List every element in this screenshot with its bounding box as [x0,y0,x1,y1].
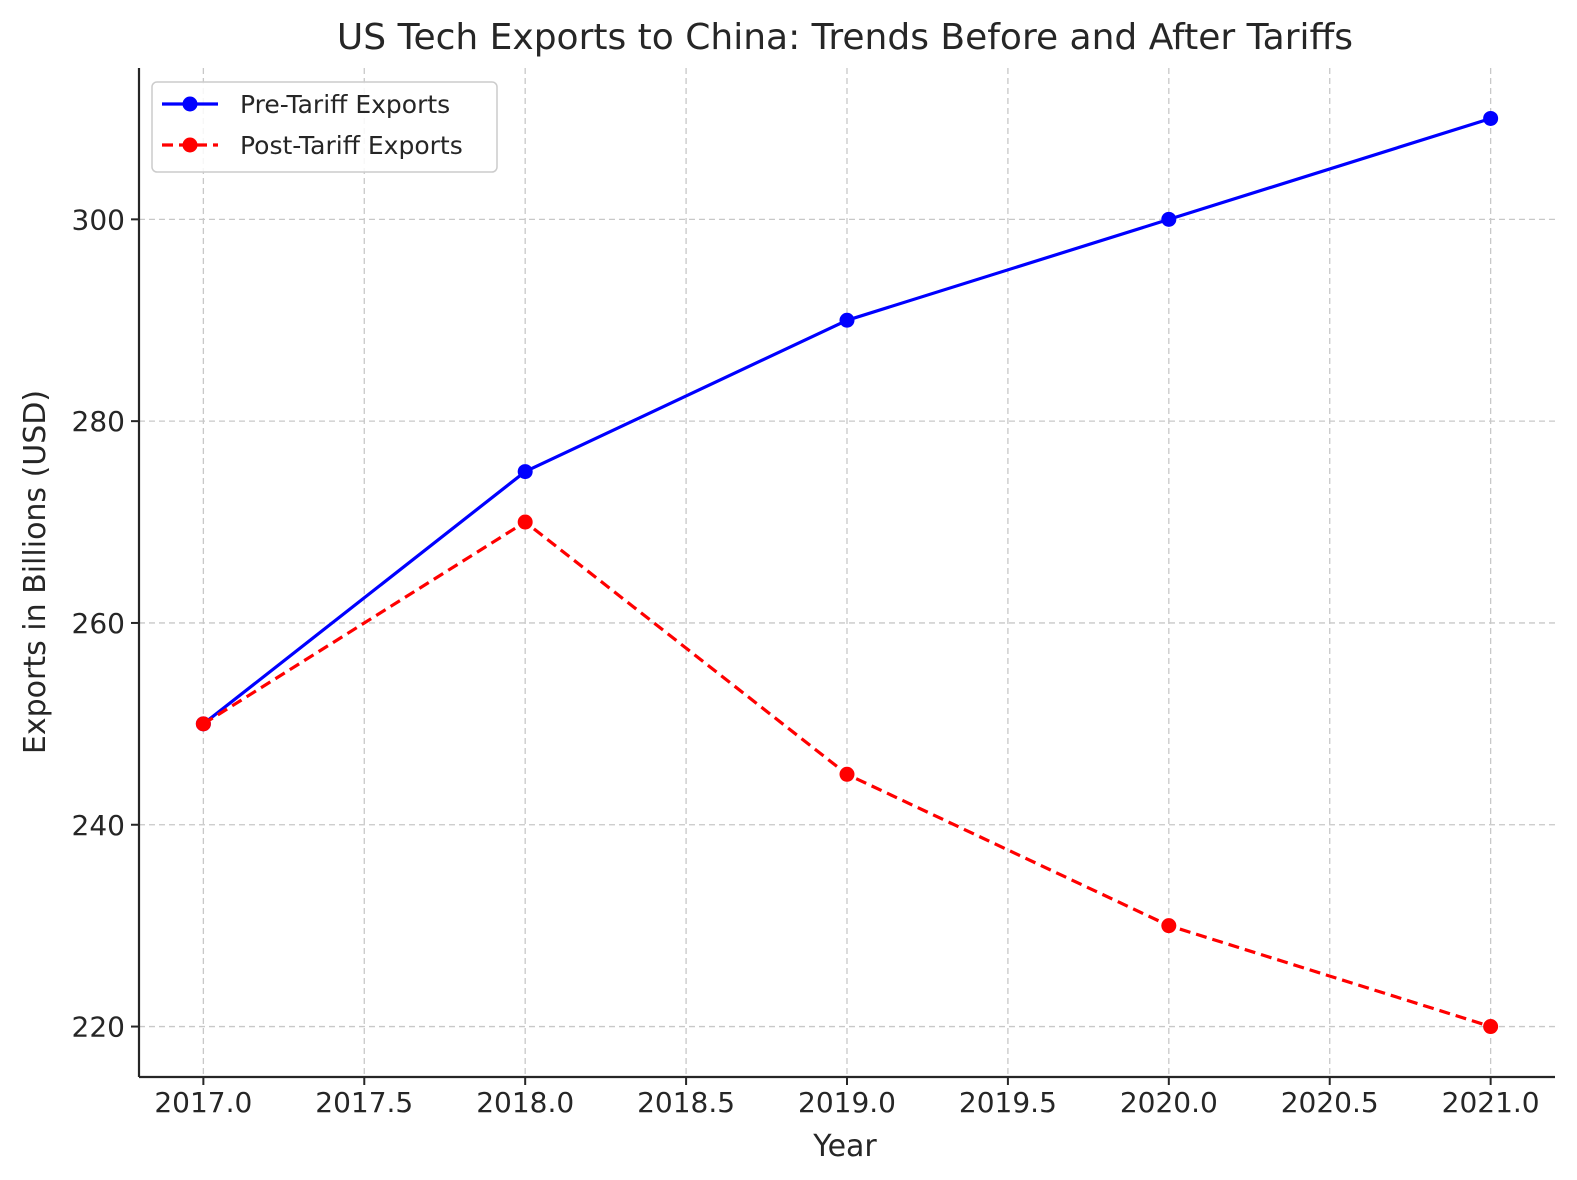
legend-label: Pre-Tariff Exports [240,90,450,119]
y-tick-label: 240 [72,809,125,842]
x-tick-label: 2020.5 [1281,1086,1379,1119]
x-tick-label: 2019.0 [798,1086,896,1119]
data-point [517,514,533,530]
y-tick-label: 280 [72,405,125,438]
x-tick-label: 2018.0 [476,1086,574,1119]
data-point [517,464,533,480]
legend-entry: Post-Tariff Exports [162,131,463,160]
legend-label: Post-Tariff Exports [240,131,463,160]
legend-entry: Pre-Tariff Exports [162,90,450,119]
data-point [1483,110,1499,126]
data-point [1161,918,1177,934]
legend-marker [182,137,198,153]
series-post-tariff [195,514,1499,1035]
data-point [1161,211,1177,227]
series-lines [195,110,1499,1035]
x-axis-ticks: 2017.0 2017.5 2018.0 2018.5 2019.0 2019.5 2020… [154,1077,1540,1119]
x-tick-label: 2020.0 [1120,1086,1218,1119]
x-axis-label: Year [812,1129,877,1164]
x-tick-label: 2021.0 [1442,1086,1540,1119]
legend: Pre-Tariff Exports Post-Tariff Exports [151,81,498,173]
y-axis-ticks: 220 240 260 280 300 [72,203,139,1044]
y-axis-label: Exports in Billions (USD) [18,390,53,754]
x-tick-label: 2019.5 [959,1086,1057,1119]
grid [139,68,1555,1077]
x-tick-label: 2017.5 [315,1086,413,1119]
chart-title: US Tech Exports to China: Trends Before … [337,17,1353,58]
x-tick-label: 2017.0 [154,1086,252,1119]
data-point [1483,1019,1499,1035]
y-tick-label: 260 [72,607,125,640]
data-point [839,766,855,782]
x-tick-label: 2018.5 [637,1086,735,1119]
y-tick-label: 220 [72,1011,125,1044]
data-point [839,312,855,328]
legend-box [151,81,498,173]
y-tick-label: 300 [72,203,125,236]
legend-marker [182,96,198,112]
data-point [195,716,211,732]
